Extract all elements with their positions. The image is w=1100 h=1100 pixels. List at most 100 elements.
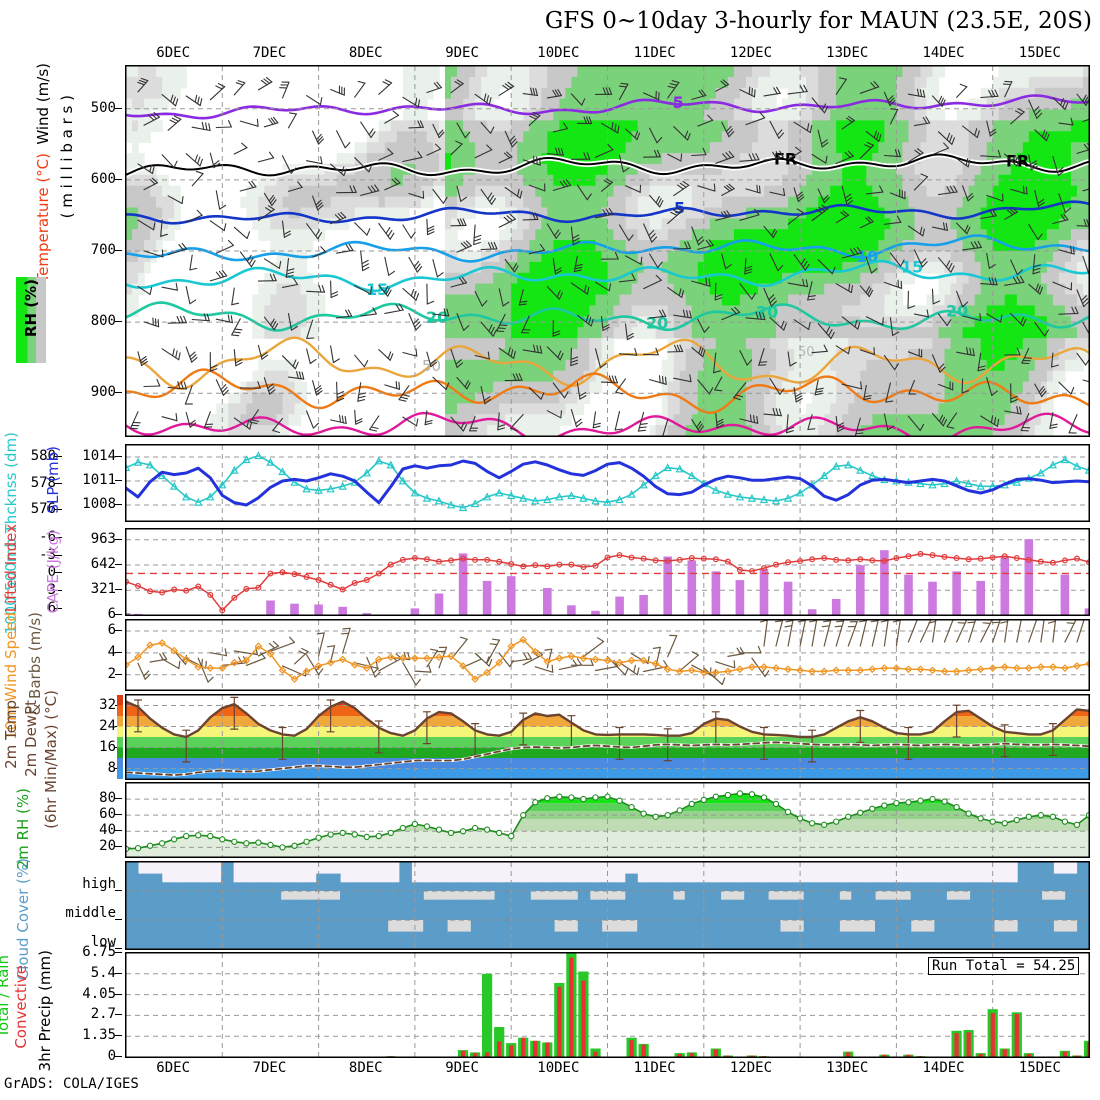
lifted-index-marker <box>905 553 912 560</box>
cloud-cover-bar-low <box>589 920 603 949</box>
cloud-cover-bar-middle <box>1005 891 1019 920</box>
y-tick-mark <box>115 480 122 481</box>
thickness-marker <box>976 481 985 490</box>
cape-bar <box>831 599 841 615</box>
thickness-marker <box>856 465 865 474</box>
rh-marker <box>676 807 683 814</box>
rh-marker <box>965 810 972 817</box>
cape-bar <box>410 608 420 615</box>
rh-2m-panel[interactable] <box>125 782 1090 858</box>
rh-marker <box>375 832 382 840</box>
thickness-marker <box>386 460 396 469</box>
thickness-marker <box>687 471 696 480</box>
wind-speed-marker <box>326 658 335 667</box>
cloud-cover-bar-high <box>435 882 448 891</box>
contour-label-20: 20 <box>756 303 778 322</box>
temp-dewpoint-panel[interactable] <box>125 694 1090 780</box>
thickness-marker <box>218 480 227 489</box>
rh-marker <box>303 838 310 845</box>
dewpoint-axis-title: 2m DewPt <box>22 700 40 777</box>
cloud-cover-bar-low <box>839 931 852 949</box>
lifted-index-marker <box>448 557 455 564</box>
thickness-marker <box>711 485 721 494</box>
cloud-cover-bar-low <box>851 931 864 949</box>
cloud-cover-bar-high <box>922 882 936 891</box>
cloud-cover-bar-low <box>233 920 246 949</box>
y-tick-mark <box>115 972 122 974</box>
lifted-index-marker <box>568 561 575 568</box>
cloud-cover-bar-low <box>1005 931 1019 949</box>
lifted-index-marker <box>953 555 960 562</box>
cloud-cover-bar-middle <box>732 899 745 920</box>
legend-wind-label: Wind (m/s) <box>34 63 52 145</box>
precip-convective-bar <box>1086 1042 1089 1057</box>
cloud-cover-bar-middle <box>173 891 187 920</box>
y-tick-580: 580 <box>30 448 56 464</box>
cloud-cover-bar-high <box>423 882 436 891</box>
rh-marker <box>881 802 888 809</box>
wind-speed-marker <box>579 654 588 663</box>
thickness-marker <box>446 500 456 509</box>
wind-10m-panel[interactable] <box>125 619 1090 691</box>
y-tick-1014: 1014 <box>82 448 116 464</box>
wind-speed-marker <box>1037 663 1045 671</box>
rh-marker <box>1001 820 1008 827</box>
lifted-index-marker <box>195 583 202 590</box>
lifted-index-marker <box>1049 559 1056 566</box>
day-label-10dec: 10DEC <box>537 1060 580 1076</box>
y-tick-mark <box>55 456 62 457</box>
rh-marker <box>423 823 431 830</box>
wind-speed-marker <box>423 654 431 663</box>
rh-marker <box>833 818 840 825</box>
rh-marker <box>592 794 599 801</box>
slp-thickness-panel[interactable] <box>125 444 1090 522</box>
cloud-cover-bar-high <box>447 882 460 891</box>
precip-convective-bar <box>641 1044 646 1057</box>
cloud-cover-bar-high <box>185 882 198 891</box>
rh-marker <box>760 794 768 801</box>
upper-air-panel[interactable]: -5 FR FR 5 10 15 15 20 20 20 20 50 50 <box>125 65 1090 437</box>
cloud-cover-panel[interactable] <box>125 861 1090 950</box>
pressure-tick-500: 500 <box>90 99 116 116</box>
wind-speed-marker <box>976 665 985 674</box>
thickness-marker <box>759 495 769 504</box>
lifted-index-marker <box>616 552 623 559</box>
cloud-cover-bar-low <box>768 920 781 949</box>
cloud-cover-bar-middle <box>375 891 389 920</box>
cloud-cover-bar-high <box>256 882 270 891</box>
cloud-cover-bar-middle <box>351 891 365 920</box>
rh-marker <box>989 818 996 825</box>
day-label-6dec: 6DEC <box>156 1060 190 1076</box>
cape-bar <box>314 604 323 615</box>
precip-convective-bar <box>978 1053 983 1057</box>
cloud-cover-bar-low <box>803 920 817 949</box>
thickness-marker <box>868 471 877 480</box>
wind-speed-marker <box>126 660 130 669</box>
cloud-cover-bar-low <box>518 920 531 949</box>
cloud-cover-bar-middle <box>518 891 531 920</box>
cape-lifted-index-panel[interactable] <box>125 528 1090 616</box>
y-tick-mark <box>55 509 62 511</box>
cloud-cover-bar-low <box>637 920 650 949</box>
thickness-marker <box>531 496 540 505</box>
pressure-tick-mark <box>115 178 122 180</box>
cape-bar <box>434 593 444 615</box>
precip-convective-bar <box>749 1055 755 1057</box>
rh-marker <box>471 824 479 832</box>
precip-convective-bar <box>689 1053 694 1057</box>
thickness-marker <box>422 493 432 502</box>
contour-label--5: -5 <box>666 93 684 112</box>
cloud-cover-bar-high <box>1041 862 1054 891</box>
cloud-cover-bar-low <box>946 920 959 949</box>
rh-marker <box>929 795 936 803</box>
rh-marker <box>520 812 527 819</box>
cloud-cover-bar-high <box>863 882 876 891</box>
rh-marker <box>1025 813 1032 820</box>
cloud-cover-bar-high <box>744 882 757 891</box>
precip-total-bar <box>1083 1040 1089 1057</box>
rh-marker <box>604 793 611 800</box>
precip-convective-bar <box>497 1041 502 1057</box>
precip-convective-bar <box>713 1049 718 1057</box>
wind-speed-marker <box>483 668 491 677</box>
rh-marker <box>279 844 286 851</box>
